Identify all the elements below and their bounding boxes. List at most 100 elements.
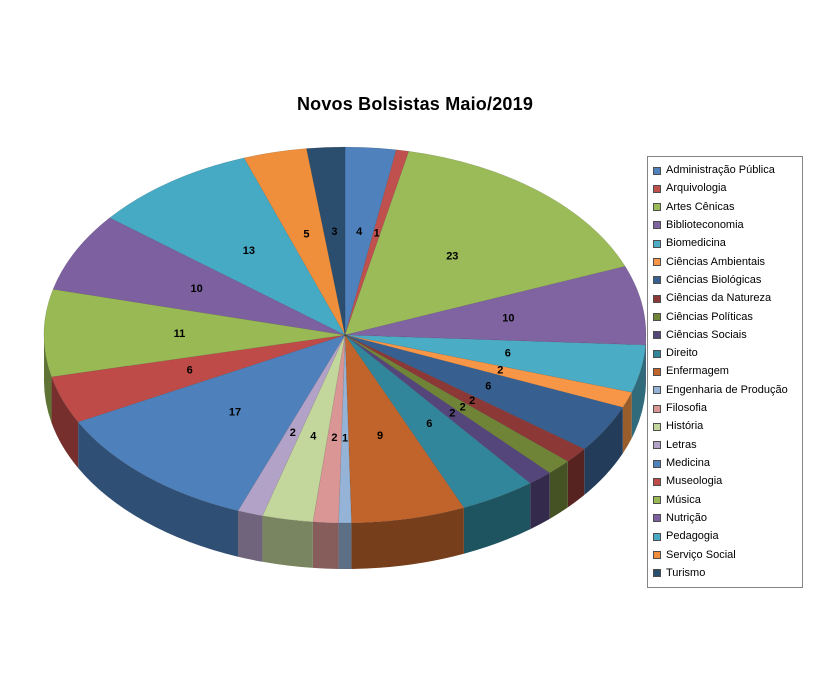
data-label: 3 — [331, 226, 337, 238]
data-label: 6 — [505, 348, 511, 360]
legend-label: Filosofia — [666, 403, 707, 415]
data-label: 23 — [446, 250, 458, 262]
legend-label: Direito — [666, 348, 698, 360]
pie-slice — [344, 334, 633, 408]
legend-swatch — [653, 203, 661, 212]
pie-slice-side — [463, 483, 531, 554]
legend-label: Turismo — [666, 567, 706, 579]
pie-slice — [344, 266, 647, 346]
pie-slice-side — [51, 376, 79, 468]
pie-slice — [344, 334, 585, 462]
pie-slice — [312, 334, 346, 524]
pie-slice — [262, 334, 346, 523]
legend-swatch — [653, 221, 661, 230]
legend-swatch — [653, 422, 661, 431]
data-label: 6 — [426, 418, 432, 430]
legend-swatch — [653, 532, 661, 541]
legend-swatch — [653, 569, 661, 578]
pie-slice-side — [262, 515, 313, 568]
legend-label: Ciências Sociais — [666, 329, 747, 341]
legend-label: Pedagogia — [666, 531, 719, 543]
legend-item: Serviço Social — [653, 550, 797, 561]
data-label: 1 — [342, 432, 348, 444]
legend-item: Medicina — [653, 458, 797, 469]
data-label: 2 — [497, 365, 503, 377]
legend-swatch — [653, 514, 661, 523]
data-label: 5 — [303, 228, 309, 240]
legend-label: Biblioteconomia — [666, 219, 744, 231]
legend-item: Filosofia — [653, 403, 797, 414]
legend-swatch — [653, 441, 661, 450]
legend-item: Turismo — [653, 568, 797, 579]
data-label: 4 — [356, 226, 363, 238]
legend-label: Arquivologia — [666, 183, 727, 195]
legend-label: Ciências Biológicas — [666, 274, 762, 286]
legend-swatch — [653, 313, 661, 321]
legend-item: Engenharia de Produção — [653, 385, 797, 396]
pie-slice-side — [567, 449, 585, 508]
legend-label: Administração Pública — [666, 165, 775, 176]
legend-item: Ciências da Natureza — [653, 293, 797, 304]
data-label: 2 — [460, 402, 466, 414]
pie-slice-side — [549, 461, 568, 519]
legend-swatch — [653, 258, 661, 267]
legend-label: Ciências Ambientais — [666, 256, 766, 268]
legend-swatch — [653, 551, 661, 560]
legend-label: Nutrição — [666, 512, 707, 524]
legend-swatch — [653, 404, 661, 413]
legend-swatch — [653, 386, 661, 395]
legend-item: Artes Cênicas — [653, 202, 797, 213]
pie-slice — [344, 146, 397, 336]
pie-slice — [344, 334, 465, 524]
data-label: 6 — [187, 365, 193, 377]
data-label: 2 — [449, 408, 455, 420]
legend-item: Ciências Ambientais — [653, 257, 797, 268]
legend-swatch — [653, 496, 661, 505]
legend-item: Administração Pública — [653, 165, 797, 176]
legend-label: Serviço Social — [666, 549, 736, 561]
legend-item: Nutrição — [653, 513, 797, 524]
pie-slice — [344, 334, 624, 450]
data-label: 2 — [331, 432, 337, 444]
pie-slice — [43, 288, 346, 378]
pie-slice — [306, 146, 346, 336]
data-label: 17 — [229, 406, 241, 418]
legend-item: Ciências Políticas — [653, 312, 797, 323]
pie-slice — [243, 148, 346, 336]
data-label: 13 — [243, 245, 255, 257]
pie-slice-side — [584, 407, 623, 496]
pie-slice — [51, 334, 346, 423]
legend-swatch — [653, 367, 661, 376]
pie-slice — [109, 157, 346, 336]
legend: Administração Pública Arquivologia Artes C… — [647, 156, 803, 588]
pie-slice — [237, 334, 346, 517]
legend-label: Música — [666, 494, 701, 506]
data-label: 1 — [374, 228, 380, 240]
pie-slice — [344, 334, 646, 393]
legend-label: Biomedicina — [666, 238, 726, 250]
legend-label: Ciências da Natureza — [666, 293, 772, 305]
legend-item: Letras — [653, 440, 797, 451]
chart-title: Novos Bolsistas Maio/2019 — [296, 94, 534, 114]
legend-item: Arquivologia — [653, 183, 797, 194]
data-label: 9 — [377, 430, 383, 442]
pie-slice-side — [351, 507, 464, 569]
pie-slice — [344, 151, 626, 336]
pie-slice-side — [622, 392, 632, 454]
pie-slice-side — [338, 522, 352, 570]
legend-item: Pedagogia — [653, 531, 797, 542]
legend-item: Ciências Biológicas — [653, 275, 797, 286]
legend-swatch — [653, 239, 661, 248]
legend-swatch — [653, 294, 661, 303]
legend-swatch — [653, 349, 661, 358]
legend-swatch — [653, 331, 661, 340]
data-label: 2 — [469, 395, 475, 407]
legend-label: Engenharia de Produção — [666, 384, 788, 396]
pie-slice — [77, 334, 346, 512]
pie-slice — [344, 149, 410, 336]
data-label: 10 — [190, 283, 202, 295]
legend-label: Letras — [666, 439, 697, 451]
legend-swatch — [653, 166, 661, 175]
data-label: 6 — [485, 381, 491, 393]
